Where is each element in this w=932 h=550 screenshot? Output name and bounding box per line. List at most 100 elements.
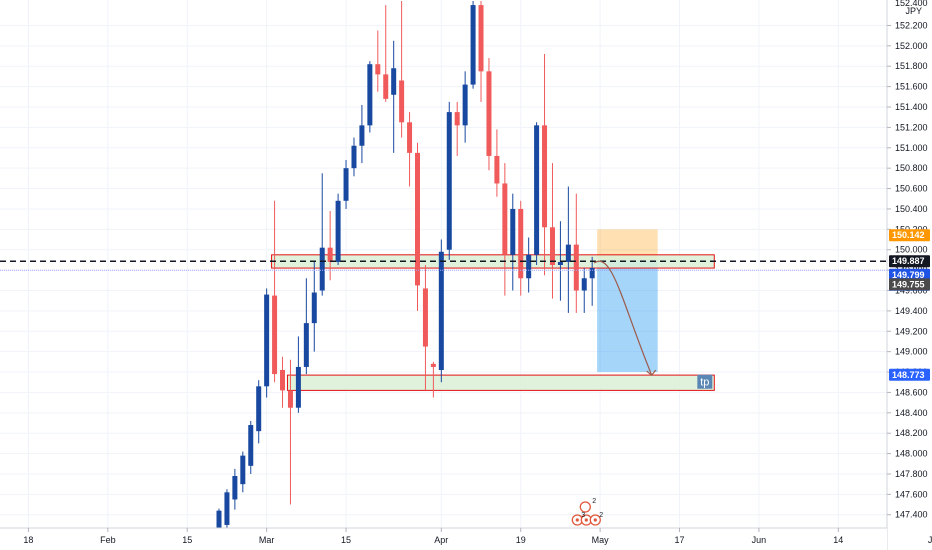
price-tick-label: 151.000	[895, 143, 928, 153]
candles-layer	[216, 1, 595, 538]
time-axis[interactable]: 202118Feb15Mar15Apr19May17Jun14Jul1	[0, 527, 932, 550]
price-tick-label: 151.400	[895, 102, 928, 112]
candle-body	[351, 145, 357, 169]
candle-body	[518, 208, 524, 279]
time-tick-label: 18	[23, 535, 33, 545]
candle-body	[486, 71, 492, 156]
stop-price-badge	[889, 229, 930, 242]
candle	[240, 451, 246, 493]
candle-body	[446, 112, 452, 250]
candle-body	[542, 125, 548, 228]
candle-body	[407, 122, 413, 153]
event-icon-dot	[593, 518, 597, 522]
candle	[542, 54, 548, 276]
candle	[407, 112, 413, 187]
candle	[581, 268, 587, 313]
target-price-badge	[889, 368, 930, 381]
candle	[295, 336, 301, 413]
price-tick-label: 148.000	[895, 449, 928, 459]
candle-body	[256, 386, 262, 432]
candle-body	[438, 251, 444, 371]
price-tick-label: 149.000	[895, 347, 928, 357]
candle-body	[272, 295, 278, 375]
take-profit-area[interactable]	[597, 259, 658, 373]
candle-body	[295, 366, 301, 408]
current-price-badge-label: 149.887	[892, 256, 925, 266]
candle-body	[399, 80, 405, 123]
candle-body	[311, 292, 317, 324]
candle-body	[534, 125, 540, 255]
price-tick-label: 151.600	[895, 82, 928, 92]
candle	[438, 239, 444, 383]
candle	[534, 122, 540, 266]
price-tick-label: 148.200	[895, 428, 928, 438]
candle-body	[287, 390, 293, 408]
candle-body	[494, 155, 500, 184]
candle-body	[280, 370, 286, 391]
short-position-tool[interactable]	[597, 229, 658, 373]
event-icon-dot	[575, 518, 579, 522]
time-tick-label: 15	[341, 535, 351, 545]
candle-body	[565, 244, 571, 262]
time-tick-label: 15	[182, 535, 192, 545]
time-tick-label: Jul	[928, 535, 932, 545]
candle-body	[470, 5, 476, 85]
candle	[367, 61, 373, 133]
candle-body	[367, 64, 373, 126]
candle-body	[391, 68, 397, 95]
candle-body	[383, 74, 389, 99]
candle	[415, 142, 420, 311]
price-tick-label: 150.800	[895, 163, 928, 173]
price-tick-label: 147.600	[895, 489, 928, 499]
candle	[327, 210, 333, 281]
candle	[375, 30, 381, 92]
price-tick-label: 152.400	[895, 0, 928, 8]
stop-price-badge-label: 150.142	[892, 230, 925, 240]
candle-body	[327, 247, 333, 262]
candle	[280, 356, 286, 408]
price-tick-label: 150.000	[895, 245, 928, 255]
candle-body	[232, 476, 238, 500]
candle	[470, 1, 476, 89]
candle-body	[319, 247, 325, 291]
candle	[565, 186, 571, 313]
candle-body	[264, 294, 270, 387]
candle	[232, 468, 238, 510]
event-icon[interactable]	[579, 501, 591, 513]
candle	[224, 489, 230, 531]
price-tick-label: 147.400	[895, 510, 928, 520]
price-tick-label: 150.400	[895, 204, 928, 214]
candle	[351, 137, 357, 177]
tp-badge[interactable]	[697, 374, 713, 389]
event-count: 2	[592, 498, 596, 505]
candle-body	[224, 492, 230, 525]
candle-body	[240, 455, 246, 485]
candle-body	[216, 510, 222, 534]
price-tick-label: 149.200	[895, 326, 928, 336]
projection-arrow[interactable]	[593, 260, 653, 376]
candle-body	[343, 168, 349, 201]
candle	[478, 1, 484, 102]
event-count: 2	[599, 512, 603, 519]
earnings-events[interactable]: 23 2	[571, 498, 603, 526]
price-tick-label: 151.800	[895, 61, 928, 71]
candle-body	[430, 363, 436, 367]
candle-body	[502, 183, 508, 255]
candle	[510, 193, 516, 291]
candle	[446, 101, 452, 260]
candle	[256, 380, 262, 444]
low-price-badge	[889, 278, 930, 291]
time-tick-label: May	[592, 535, 610, 545]
price-tick-label: 152.200	[895, 20, 928, 30]
candle-body	[462, 84, 468, 126]
currency-label: JPY	[905, 6, 922, 16]
candle	[549, 163, 555, 299]
candle-body	[589, 268, 595, 279]
support-zone[interactable]	[286, 374, 715, 391]
time-tick-label: 14	[833, 535, 843, 545]
event-count: 3	[581, 512, 585, 519]
candle	[359, 104, 365, 164]
